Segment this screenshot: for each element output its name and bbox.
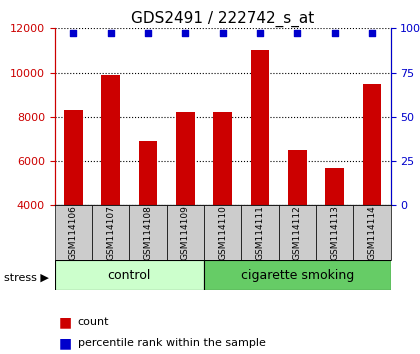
Text: GSM114112: GSM114112 [293,205,302,260]
Text: ■: ■ [59,336,72,350]
Point [144,30,151,36]
Bar [213,113,232,205]
Bar [288,150,307,205]
FancyBboxPatch shape [167,205,204,260]
FancyBboxPatch shape [92,205,129,260]
Text: GSM114108: GSM114108 [144,205,152,260]
Point [257,30,263,36]
FancyBboxPatch shape [278,205,316,260]
Title: GDS2491 / 222742_s_at: GDS2491 / 222742_s_at [131,11,314,27]
FancyBboxPatch shape [316,205,353,260]
Bar [251,51,269,205]
Text: GSM114106: GSM114106 [69,205,78,260]
FancyBboxPatch shape [353,205,391,260]
Text: count: count [78,317,109,327]
Bar [362,84,381,205]
Bar [139,141,157,205]
Text: stress ▶: stress ▶ [4,273,49,283]
FancyBboxPatch shape [129,205,167,260]
Point [331,30,338,36]
Text: percentile rank within the sample: percentile rank within the sample [78,338,265,348]
Bar [176,113,194,205]
FancyBboxPatch shape [204,260,391,290]
Text: GSM114109: GSM114109 [181,205,190,260]
Bar [101,75,120,205]
FancyBboxPatch shape [241,205,278,260]
Point [70,30,76,36]
Point [107,30,114,36]
Text: GSM114107: GSM114107 [106,205,115,260]
Text: cigarette smoking: cigarette smoking [241,269,354,282]
FancyBboxPatch shape [55,260,204,290]
Point [182,30,189,36]
Text: GSM114111: GSM114111 [255,205,265,260]
Text: GSM114113: GSM114113 [330,205,339,260]
FancyBboxPatch shape [204,205,241,260]
Text: GSM114114: GSM114114 [368,205,376,260]
Point [369,30,375,36]
Point [219,30,226,36]
Bar [325,168,344,205]
Point [294,30,301,36]
FancyBboxPatch shape [55,205,92,260]
Text: GSM114110: GSM114110 [218,205,227,260]
Text: ■: ■ [59,315,72,329]
Text: control: control [108,269,151,282]
Bar [64,110,83,205]
